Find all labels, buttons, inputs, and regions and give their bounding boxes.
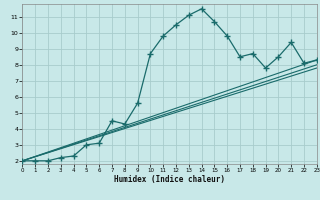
X-axis label: Humidex (Indice chaleur): Humidex (Indice chaleur) bbox=[114, 175, 225, 184]
